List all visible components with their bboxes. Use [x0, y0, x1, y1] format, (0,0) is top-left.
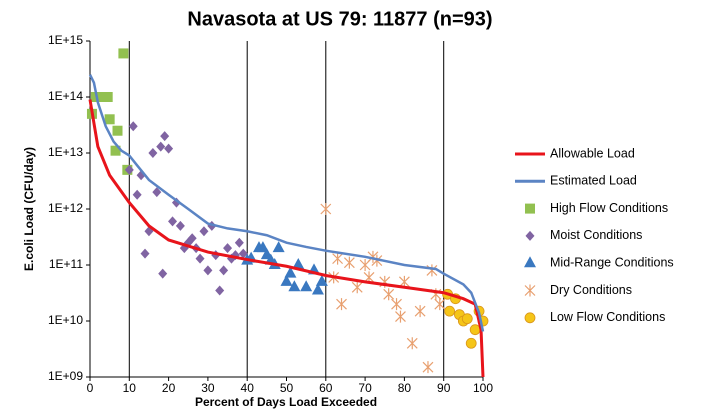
x-tick-label: 80 — [398, 381, 412, 395]
legend-label: High Flow Conditions — [550, 201, 668, 215]
data-point — [187, 233, 197, 244]
data-point — [110, 145, 121, 156]
data-point — [406, 337, 418, 350]
data-point — [292, 258, 305, 269]
data-point — [315, 274, 328, 286]
data-point — [332, 252, 344, 265]
data-point — [158, 268, 168, 279]
data-point — [272, 241, 285, 253]
data-point — [199, 226, 209, 237]
data-point — [395, 310, 406, 323]
data-point — [215, 285, 225, 296]
y-tick-label: 1E+15 — [48, 33, 83, 47]
data-point — [320, 203, 332, 215]
data-point — [343, 256, 355, 269]
legend-label: Low Flow Conditions — [550, 310, 665, 324]
legend-label: Estimated Load — [550, 174, 637, 188]
data-point — [351, 281, 363, 294]
data-point — [238, 248, 248, 259]
data-point — [414, 305, 426, 318]
data-point — [465, 337, 477, 349]
data-point — [444, 305, 455, 317]
data-point — [156, 141, 166, 152]
y-tick-label: 1E+10 — [48, 313, 83, 327]
x-tick-label: 30 — [201, 381, 215, 395]
data-point — [168, 216, 178, 227]
data-point — [434, 298, 446, 311]
data-point — [152, 187, 162, 198]
legend-swatch — [524, 312, 536, 324]
x-tick-label: 100 — [473, 381, 493, 395]
data-point — [391, 298, 402, 311]
x-tick-label: 40 — [241, 381, 255, 395]
series-line — [88, 99, 485, 378]
data-point — [422, 361, 434, 374]
data-point — [461, 313, 473, 325]
x-tick-label: 0 — [87, 381, 94, 395]
data-point — [128, 121, 138, 132]
legend-swatch — [524, 256, 536, 268]
y-tick-label: 1E+13 — [48, 145, 83, 159]
data-point — [203, 265, 213, 276]
data-point — [140, 248, 150, 259]
data-point — [223, 243, 233, 254]
data-point — [195, 253, 205, 264]
legend-swatch — [524, 284, 536, 297]
data-point — [148, 148, 158, 158]
y-axis-title: E.coli Load (CFU/day) — [22, 147, 36, 271]
x-tick-label: 20 — [162, 381, 176, 395]
legend-label: Mid-Range Conditions — [550, 255, 674, 269]
y-tick-label: 1E+11 — [49, 257, 83, 271]
data-point — [469, 324, 481, 336]
data-point — [132, 189, 142, 200]
x-tick-label: 90 — [437, 381, 451, 395]
data-point — [371, 254, 383, 267]
legend-label: Dry Conditions — [550, 283, 632, 297]
data-point — [300, 280, 313, 292]
data-point — [175, 220, 185, 231]
data-point — [256, 241, 269, 253]
data-point — [234, 237, 244, 248]
data-point — [160, 131, 170, 142]
data-point — [219, 265, 229, 276]
data-point — [164, 143, 174, 154]
data-point — [102, 92, 113, 102]
x-tick-label: 70 — [358, 381, 372, 395]
data-point — [284, 266, 297, 278]
data-point — [311, 283, 324, 295]
x-tick-label: 50 — [280, 381, 294, 395]
x-tick-label: 60 — [319, 381, 333, 395]
legend-label: Moist Conditions — [550, 228, 642, 242]
legend-swatch — [525, 203, 535, 214]
data-point — [288, 280, 301, 292]
chart-title: Navasota at US 79: 11877 (n=93) — [187, 8, 492, 30]
legend-label: Allowable Load — [550, 146, 635, 160]
data-point — [336, 298, 347, 311]
y-tick-label: 1E+14 — [48, 89, 83, 103]
x-tick-label: 10 — [123, 381, 137, 395]
data-point — [124, 164, 134, 175]
data-point — [383, 288, 395, 301]
data-point — [426, 264, 438, 277]
data-point — [112, 125, 123, 136]
data-point — [96, 92, 107, 102]
data-point — [280, 274, 293, 286]
y-tick-label: 1E+12 — [48, 201, 83, 215]
y-tick-label: 1E+09 — [48, 369, 83, 383]
series-line — [88, 74, 485, 332]
legend-swatch — [525, 230, 535, 241]
x-axis-title: Percent of Days Load Exceeded — [195, 395, 377, 409]
data-point — [104, 114, 115, 125]
data-point — [118, 48, 129, 59]
